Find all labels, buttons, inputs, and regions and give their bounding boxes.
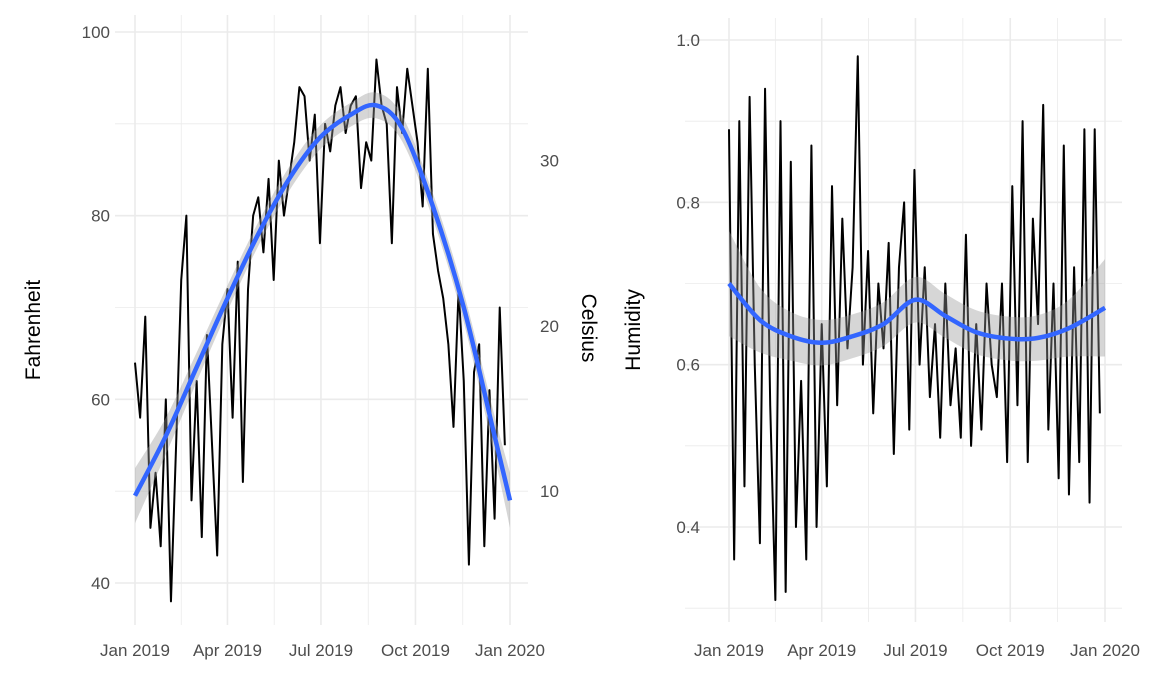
x-tick-label: Apr 2019 [787,641,856,660]
daily-series-line [134,58,506,603]
y2-axis-title: Celsius [577,294,600,363]
x-tick-label: Jan 2019 [694,641,764,660]
y-tick-label: 0.4 [676,518,700,537]
x-tick-label: Jan 2020 [1070,641,1140,660]
humidity-panel: 0.4 0.6 0.8 1.0 Jan 2019 Apr 2019 Jul 2019 Oct … [622,18,1140,660]
y2-tick-label: 10 [540,482,559,501]
y-tick-label: 40 [91,574,110,593]
x-tick-label: Oct 2019 [381,641,450,660]
y-axis-title: Fahrenheit [22,280,45,381]
y-tick-label: 0.6 [676,356,700,375]
y-tick-label: 100 [82,23,110,42]
x-tick-label: Jul 2019 [289,641,353,660]
y-tick-label: 60 [91,390,110,409]
y2-tick-label: 30 [540,152,559,171]
y-axis-title: Humidity [622,289,645,371]
x-tick-label: Jan 2020 [475,641,545,660]
x-tick-label: Oct 2019 [976,641,1045,660]
x-tick-label: Apr 2019 [193,641,262,660]
x-tick-label: Jan 2019 [100,641,170,660]
smooth-fit-line [727,282,1107,346]
y2-tick-label: 20 [540,317,559,336]
y-tick-label: 1.0 [676,31,700,50]
y-tick-label: 80 [91,207,110,226]
y-tick-label: 0.8 [676,193,700,212]
temperature-panel: 40 60 80 100 Jan 2019 Apr 2019 Jul 2019 Oct 201… [22,15,600,660]
daily-series-line [728,55,1101,602]
smooth-fit-line [133,102,513,501]
x-tick-label: Jul 2019 [883,641,947,660]
